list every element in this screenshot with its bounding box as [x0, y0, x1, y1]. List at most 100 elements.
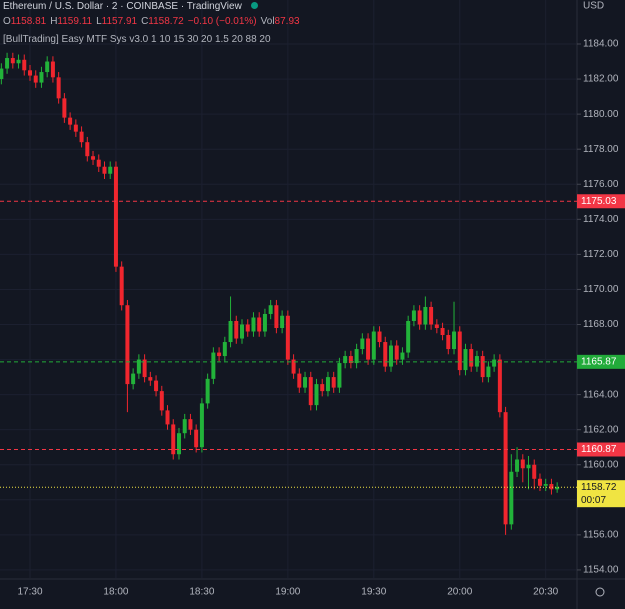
candle-body	[486, 366, 491, 378]
volume-key: Vol	[260, 16, 275, 27]
y-tick-label: 1184.00	[583, 39, 619, 50]
candle-body	[205, 378, 210, 404]
volume-value: 87.93	[274, 16, 300, 27]
candle-body	[406, 320, 411, 353]
x-tick-label: 18:00	[103, 587, 128, 598]
candle-body	[142, 359, 147, 378]
candle-body	[532, 464, 537, 479]
candle-body	[176, 433, 181, 455]
candle-body	[62, 98, 67, 118]
candle-body	[337, 363, 342, 388]
candle-body	[234, 320, 239, 339]
candle-body	[131, 373, 136, 385]
candle-body	[0, 68, 4, 80]
candle-body	[348, 356, 353, 364]
candle-body	[228, 320, 233, 343]
candle-body	[154, 380, 159, 392]
status-dot	[250, 2, 258, 9]
current-price-label: 1158.72	[581, 482, 617, 493]
candle-body	[297, 373, 302, 388]
candle-body	[383, 342, 388, 367]
price-tag-label: 1165.87	[581, 356, 617, 367]
price-tag	[577, 442, 625, 457]
candle-body	[320, 384, 325, 392]
y-tick-label: 1174.00	[583, 214, 619, 225]
candle-body	[366, 338, 371, 360]
candle-body	[194, 429, 199, 448]
candle-body	[285, 315, 290, 360]
candle-body	[440, 328, 445, 336]
y-tick-label: 1180.00	[583, 109, 619, 120]
candle-body	[429, 306, 434, 325]
x-tick-label: 19:30	[361, 587, 386, 598]
candle-body	[188, 419, 193, 430]
x-tick-label: 17:30	[17, 587, 42, 598]
candle-body	[377, 331, 382, 343]
candle-body	[303, 377, 308, 388]
settings-icon[interactable]	[595, 587, 605, 597]
candle-body	[434, 324, 439, 329]
candle-body	[68, 117, 73, 125]
y-tick-label: 1164.00	[583, 389, 619, 400]
candle-body	[314, 384, 319, 406]
candle-body	[423, 306, 428, 325]
candle-body	[240, 324, 245, 339]
ohlc-value: 1158.72	[148, 16, 184, 27]
title-row: Ethereum / U.S. Dollar · 2 · COINBASE · …	[3, 1, 258, 12]
candle-body	[10, 58, 15, 64]
price-tag-label: 1160.87	[581, 444, 617, 455]
candle-body	[5, 58, 10, 69]
candle-body	[446, 335, 451, 350]
candle-body	[171, 424, 176, 455]
candle-body	[39, 72, 44, 83]
candle-body	[217, 352, 222, 357]
current-price-tag	[577, 480, 625, 508]
candle-body	[520, 459, 525, 469]
candle-body	[22, 59, 27, 71]
x-tick-label: 18:30	[189, 587, 214, 598]
candle-body	[45, 61, 50, 73]
candle-body	[165, 410, 170, 425]
y-tick-label: 1160.00	[583, 459, 619, 470]
candle-body	[222, 342, 227, 357]
candle-body	[543, 484, 548, 486]
y-tick-label: 1176.00	[583, 179, 619, 190]
candle-body	[394, 345, 399, 360]
candle-body	[526, 464, 531, 469]
candle-body	[457, 331, 462, 371]
y-tick-label: 1154.00	[583, 565, 619, 576]
y-tick-label: 1182.00	[583, 74, 619, 85]
candle-body	[119, 266, 124, 306]
candle-body	[343, 356, 348, 364]
ohlc-key: H	[50, 16, 58, 27]
candle-body	[371, 331, 376, 360]
candle-body	[509, 471, 514, 525]
candle-body	[268, 305, 273, 314]
candle-body	[73, 124, 78, 132]
candle-body	[354, 349, 359, 364]
x-tick-label: 19:00	[275, 587, 300, 598]
indicator[interactable]: [BullTrading] Easy MTF Sys v3.0 1 10 15 …	[3, 34, 271, 45]
indicator-row[interactable]: [BullTrading] Easy MTF Sys v3.0 1 10 15 …	[3, 34, 271, 45]
candle-body	[469, 349, 474, 367]
candle-body	[257, 317, 262, 332]
candle-body	[360, 338, 365, 350]
x-tick-label: 20:30	[533, 587, 558, 598]
price-tag	[577, 194, 625, 209]
candle-body	[452, 331, 457, 350]
candle-body	[497, 359, 502, 413]
candle-body	[102, 166, 107, 174]
candle-body	[113, 166, 118, 267]
candle-body	[91, 156, 96, 160]
ohlc-value: 1159.11	[57, 16, 93, 27]
candle-body	[388, 345, 393, 367]
candle-body	[492, 359, 497, 367]
candle-body	[291, 359, 296, 374]
candle-body	[159, 391, 164, 411]
candle-body	[50, 61, 55, 78]
candle-body	[474, 356, 479, 367]
price-tag-label: 1175.03	[581, 196, 617, 207]
candle-body	[125, 305, 130, 385]
ohlc-value: 1158.81	[10, 16, 47, 27]
candle-body	[549, 484, 554, 490]
